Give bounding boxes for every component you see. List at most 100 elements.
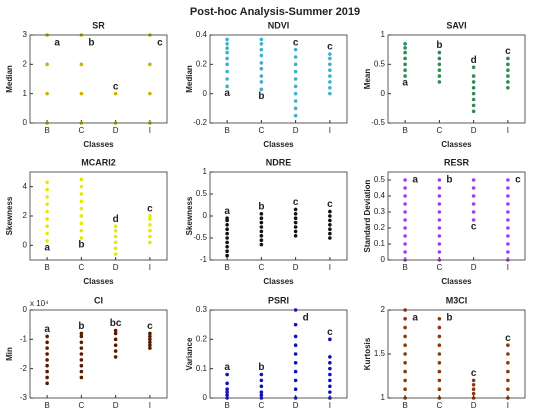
dot — [225, 387, 229, 392]
dot — [437, 210, 442, 214]
y-tick-label: 0.5 — [374, 59, 386, 68]
dot — [225, 231, 229, 236]
x-tick-label: B — [402, 401, 407, 410]
dot — [437, 218, 442, 222]
plot-frame — [387, 34, 526, 124]
y-tick-label: 0 — [203, 211, 208, 220]
dot — [259, 242, 264, 247]
group-letter: a — [224, 88, 230, 99]
dot — [45, 224, 49, 229]
x-tick-label: B — [402, 263, 407, 272]
dot — [79, 331, 84, 336]
dot — [403, 46, 407, 50]
dot — [471, 109, 476, 114]
y-tick-label: 0 — [23, 305, 28, 314]
y-tick-label: 1 — [23, 89, 28, 98]
dot — [225, 253, 229, 258]
dot — [293, 106, 298, 111]
dot — [259, 229, 264, 234]
dot — [437, 62, 442, 67]
dot — [225, 50, 229, 55]
dot — [328, 372, 332, 377]
dot — [259, 220, 264, 225]
dot — [259, 66, 264, 71]
group-letter: c — [113, 81, 119, 92]
dot — [45, 187, 49, 192]
x-axis-label: Classes — [441, 277, 472, 286]
dot — [328, 361, 332, 365]
dot — [79, 199, 84, 204]
dot — [437, 361, 442, 365]
dot — [148, 223, 152, 227]
dot — [506, 352, 510, 356]
dot — [437, 202, 442, 206]
group-letter: c — [471, 368, 477, 379]
group-letter: a — [402, 78, 408, 89]
group-letter: a — [44, 243, 50, 254]
dot — [45, 340, 49, 345]
dot — [471, 86, 476, 90]
panel-title: M3CI — [446, 295, 468, 305]
dot — [471, 378, 476, 383]
x-tick-label: B — [44, 401, 49, 410]
dot — [79, 214, 84, 218]
dot — [328, 214, 332, 218]
plot-frame — [209, 171, 348, 261]
x-tick-label: C — [258, 126, 264, 135]
y-tick-label: 1.5 — [374, 349, 386, 358]
y-tick-label: -0.5 — [371, 118, 385, 127]
dot — [506, 80, 510, 84]
dot — [506, 62, 510, 67]
x-tick-label: B — [224, 263, 229, 272]
dot — [437, 186, 442, 190]
dot — [293, 55, 298, 59]
panel-title: CI — [94, 295, 103, 305]
dot — [403, 186, 407, 190]
group-letter: c — [505, 46, 511, 57]
group-letter: a — [224, 362, 230, 373]
dot — [471, 218, 476, 222]
dot — [437, 242, 442, 246]
x-axis-label: Classes — [263, 140, 294, 149]
dot — [113, 252, 118, 256]
group-letter: d — [113, 214, 119, 225]
dot — [79, 340, 84, 345]
x-tick-label: I — [149, 401, 151, 410]
dot — [403, 325, 407, 330]
dot — [148, 240, 152, 245]
panel-title: SAVI — [446, 20, 466, 30]
group-letter: c — [327, 199, 333, 210]
dot — [403, 378, 407, 383]
dot — [437, 343, 442, 348]
dot — [471, 391, 476, 396]
y-tick-label: 0 — [381, 89, 386, 98]
dot — [225, 62, 229, 67]
dot — [113, 224, 118, 229]
dot — [471, 186, 476, 190]
dot — [225, 245, 229, 249]
dot — [403, 334, 407, 339]
y-tick-label: -1 — [20, 334, 28, 343]
dot — [506, 68, 510, 72]
figure-title: Post-hoc Analysis-Summer 2019 — [190, 6, 360, 18]
y-tick-label: 0 — [23, 118, 28, 127]
dot — [471, 103, 476, 108]
dot — [471, 97, 476, 102]
dot — [403, 352, 407, 356]
dot — [293, 220, 298, 225]
dot — [471, 65, 476, 70]
dot — [259, 87, 264, 92]
dot — [45, 375, 49, 380]
dot — [259, 378, 264, 383]
group-letter: d — [471, 55, 477, 66]
dot — [403, 218, 407, 222]
dot — [225, 390, 229, 394]
dot — [328, 384, 332, 389]
dot — [328, 209, 332, 214]
dot — [403, 68, 407, 72]
dot — [79, 228, 84, 233]
dot — [293, 62, 298, 67]
x-tick-label: I — [149, 126, 151, 135]
dot — [506, 218, 510, 222]
dot — [437, 74, 442, 78]
